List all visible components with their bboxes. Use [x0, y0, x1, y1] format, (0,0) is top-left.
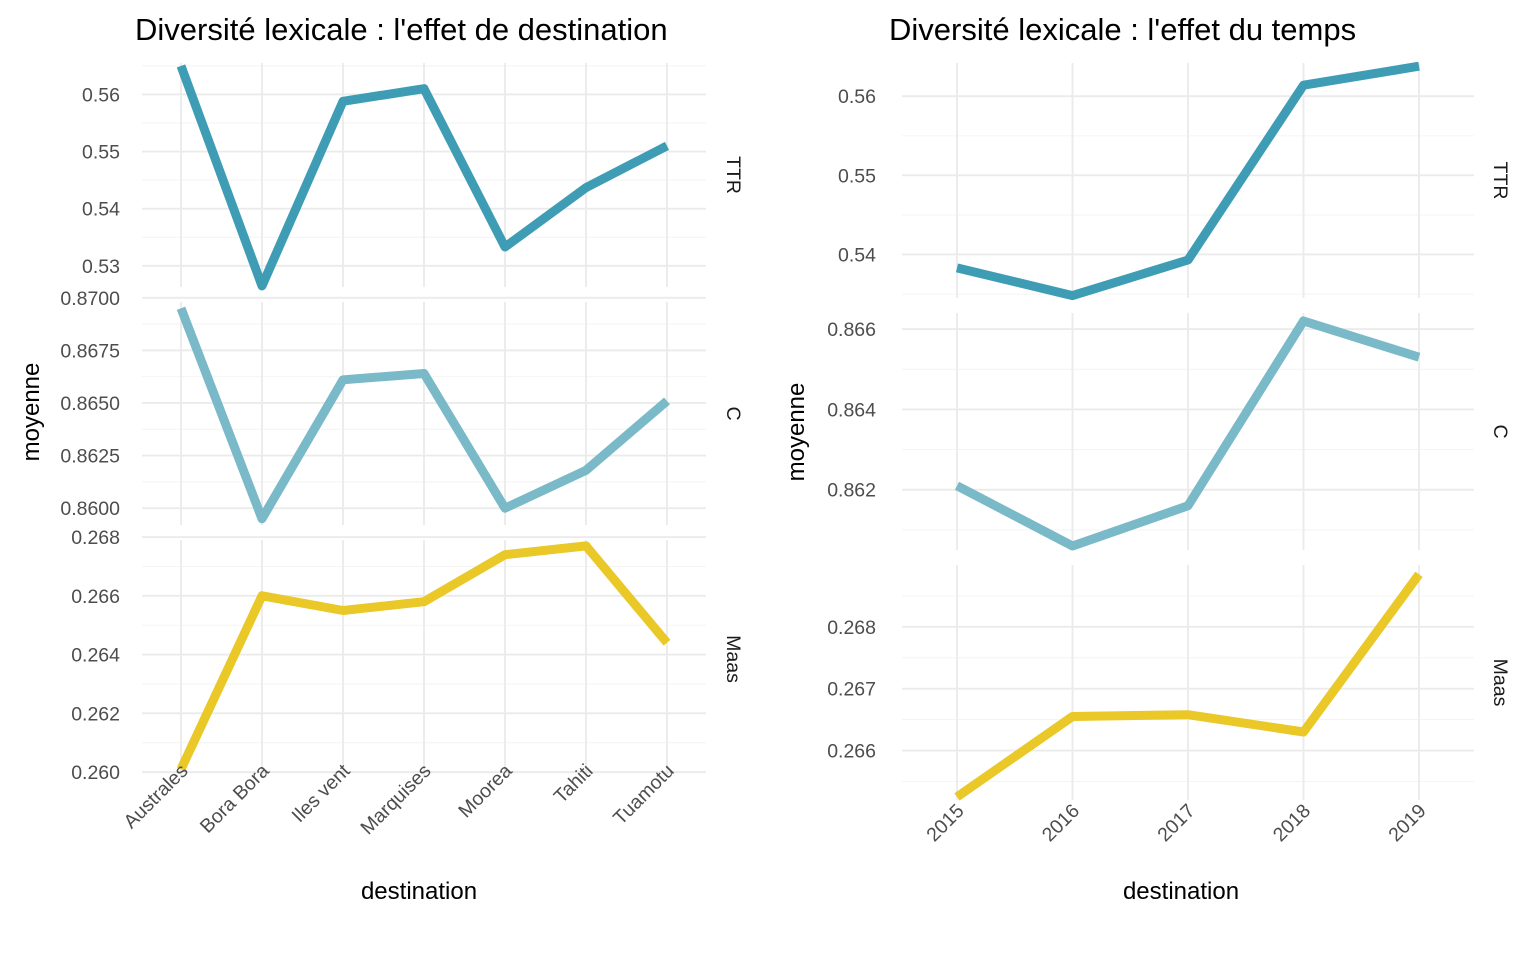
facet-strip-label: TTR — [722, 156, 744, 194]
y-tick-label: 0.264 — [71, 645, 120, 667]
x-tick-label: 2018 — [1269, 800, 1315, 846]
y-tick-label: 0.266 — [827, 741, 876, 763]
y-tick-label: 0.8700 — [60, 288, 120, 310]
y-tick-label: 0.8675 — [60, 340, 120, 362]
y-tick-label: 0.266 — [71, 586, 120, 608]
x-tick-label: Tahiti — [550, 760, 598, 808]
chart-title-time: Diversité lexicale : l'effet du temps — [889, 12, 1356, 47]
chart-destination: 0.530.540.550.56TTR0.86000.86250.86500.8… — [60, 63, 744, 839]
x-tick-label: 2015 — [922, 800, 968, 846]
y-tick-label: 0.8650 — [60, 393, 120, 415]
x-tick-label: 2017 — [1153, 800, 1199, 846]
facet-destination-maas: 0.260 0.262 0.264 0.266 0.268 Maas — [71, 527, 744, 784]
chart-title-destination: Diversité lexicale : l'effet de destinat… — [135, 12, 668, 47]
y-tick-label: 0.8625 — [60, 446, 120, 468]
y-tick-label: 0.56 — [82, 84, 120, 106]
x-tick-label: Moorea — [454, 760, 516, 822]
x-tick-label: 2016 — [1038, 800, 1084, 846]
y-tick-label: 0.53 — [82, 256, 120, 278]
x-tick-label: 2019 — [1384, 800, 1430, 846]
y-tick-label: 0.864 — [827, 399, 876, 421]
y-tick-label: 0.54 — [838, 244, 876, 266]
y-tick-label: 0.56 — [838, 86, 876, 108]
facet-time-maas: 0.266 0.267 0.268 Maas — [827, 565, 1511, 801]
y-tick-label: 0.268 — [71, 527, 120, 549]
y-tick-label: 0.262 — [71, 703, 120, 725]
y-axis-title-destination: moyenne — [18, 363, 45, 462]
y-tick-label: 0.55 — [82, 142, 120, 164]
y-tick-label: 0.55 — [838, 165, 876, 187]
y-tick-label: 0.8600 — [60, 498, 120, 520]
y-tick-label: 0.862 — [827, 480, 876, 502]
facet-strip-label: C — [722, 406, 744, 420]
y-tick-label: 0.268 — [827, 617, 876, 639]
facet-destination-ttr: 0.53 0.54 0.55 0.56 TTR — [82, 63, 744, 291]
chart-time: 0.540.550.56TTR0.8620.8640.866C0.2660.26… — [827, 61, 1511, 846]
facet-strip-label: Maas — [722, 635, 744, 683]
y-tick-label: 0.267 — [827, 679, 876, 701]
x-tick-label: Tuamotu — [609, 760, 678, 829]
facet-time-c: 0.862 0.864 0.866 C — [827, 313, 1511, 551]
y-axis-title-time: moyenne — [783, 383, 810, 482]
x-tick-label: Australes — [119, 760, 192, 833]
facet-time-ttr: 0.54 0.55 0.56 TTR — [838, 61, 1511, 301]
y-tick-label: 0.260 — [71, 762, 120, 784]
facet-strip-label: C — [1489, 424, 1511, 438]
y-tick-label: 0.54 — [82, 199, 120, 221]
facet-strip-label: Maas — [1489, 659, 1511, 707]
y-tick-label: 0.866 — [827, 319, 876, 341]
x-axis-title-time: destination — [1123, 878, 1239, 905]
x-tick-label: Iles vent — [288, 760, 355, 827]
x-axis-title-destination: destination — [361, 878, 477, 905]
facet-destination-c: 0.8600 0.8625 0.8650 0.8675 0.8700 C — [60, 288, 744, 525]
facet-strip-label: TTR — [1489, 162, 1511, 200]
